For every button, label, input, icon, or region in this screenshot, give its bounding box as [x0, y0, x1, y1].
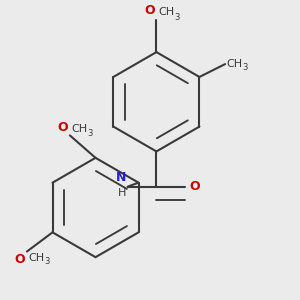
- Text: CH: CH: [28, 253, 45, 263]
- Text: 3: 3: [88, 129, 93, 138]
- Text: CH: CH: [227, 59, 243, 69]
- Text: O: O: [15, 253, 25, 266]
- Text: CH: CH: [158, 8, 174, 17]
- Text: N: N: [116, 171, 126, 184]
- Text: 3: 3: [242, 64, 248, 73]
- Text: H: H: [118, 188, 126, 198]
- Text: O: O: [144, 4, 155, 17]
- Text: 3: 3: [174, 13, 179, 22]
- Text: O: O: [58, 121, 68, 134]
- Text: 3: 3: [44, 257, 50, 266]
- Text: CH: CH: [71, 124, 88, 134]
- Text: O: O: [189, 180, 200, 193]
